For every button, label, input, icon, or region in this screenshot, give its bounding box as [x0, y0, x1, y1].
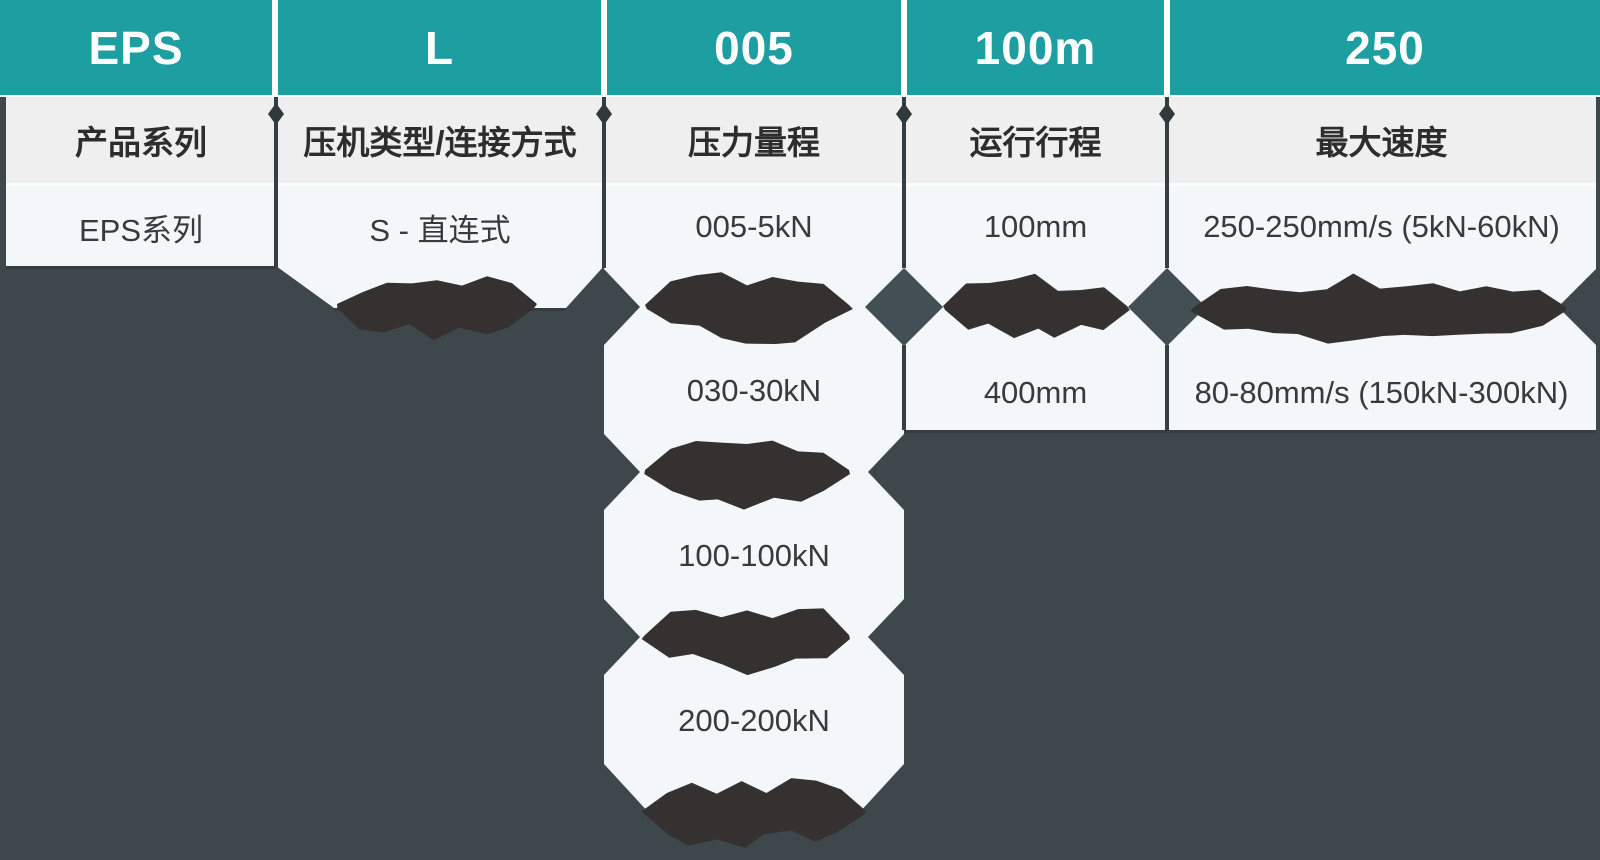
label-series: 产品系列	[6, 97, 276, 183]
value-speed-1-text: 250-250mm/s (5kN-60kN)	[1203, 209, 1560, 244]
column-divider-4-lower	[1165, 345, 1169, 430]
divider-top-diamond-2	[596, 103, 612, 125]
value-force-7-text: 200-200kN	[678, 703, 830, 738]
label-speed-text: 最大速度	[1315, 124, 1448, 161]
value-force-1-text: 005-5kN	[695, 209, 813, 244]
value-force-5: 100-100kN	[604, 517, 904, 595]
redacted-blob-speed-row2	[1190, 273, 1566, 344]
divider-top-diamond-4	[1159, 103, 1175, 125]
code-segment-type-text: L	[424, 21, 455, 74]
column-divider-1	[274, 97, 278, 268]
redacted-blob-type-row2	[337, 276, 537, 341]
column-divider-3-lower	[902, 345, 906, 430]
diamond-connector-stroke-speed	[1128, 268, 1206, 346]
column-strip-type	[276, 186, 604, 308]
redacted-blob-force-row6	[641, 608, 850, 676]
value-speed-3: 80-80mm/s (150kN-300kN)	[1167, 354, 1596, 432]
value-force-3: 030-30kN	[604, 352, 904, 430]
label-series-text: 产品系列	[75, 124, 207, 161]
value-force-5-text: 100-100kN	[678, 538, 830, 573]
value-type-1: S - 直连式	[276, 188, 604, 266]
code-segment-stroke-text: 100m	[974, 21, 1097, 74]
column-strip-series	[6, 186, 276, 266]
column-divider-3	[902, 97, 906, 268]
redacted-blob-stroke-row2	[943, 273, 1130, 339]
label-type: 压机类型/连接方式	[276, 97, 604, 183]
value-stroke-1-text: 100mm	[983, 209, 1088, 244]
value-stroke-3-text: 400mm	[983, 375, 1088, 410]
label-stroke-text: 运行行程	[969, 124, 1102, 161]
divider-top-diamond-3	[896, 103, 912, 125]
label-force: 压力量程	[604, 97, 904, 183]
divider-top-diamond-1	[268, 103, 284, 125]
code-segment-force: 005	[607, 0, 901, 95]
diamond-connector-force-stroke	[865, 268, 943, 346]
value-stroke-1: 100mm	[904, 188, 1167, 266]
code-segment-speed: 250	[1170, 0, 1600, 95]
strip-bottom-edge-series	[6, 266, 276, 269]
strip-bottom-edge-stroke-speed	[904, 430, 1596, 433]
value-force-3-text: 030-30kN	[686, 373, 822, 408]
value-force-7: 200-200kN	[604, 682, 904, 760]
value-force-1: 005-5kN	[604, 188, 904, 266]
redacted-blob-force-row8	[642, 778, 866, 848]
label-speed: 最大速度	[1167, 97, 1596, 183]
column-divider-4	[1165, 97, 1169, 268]
redacted-blob-force-row4	[644, 440, 850, 510]
value-series-1-text: EPS系列	[78, 212, 204, 248]
code-segment-type: L	[278, 0, 601, 95]
value-stroke-3: 400mm	[904, 354, 1167, 432]
value-speed-1: 250-250mm/s (5kN-60kN)	[1167, 188, 1596, 266]
code-segment-stroke: 100m	[907, 0, 1164, 95]
code-segment-series-text: EPS	[88, 21, 184, 74]
code-segment-force-text: 005	[714, 21, 794, 74]
column-divider-2	[602, 97, 606, 268]
value-type-1-text: S - 直连式	[369, 212, 511, 248]
label-stroke: 运行行程	[904, 97, 1167, 183]
redacted-blob-force-row2	[645, 272, 853, 344]
value-series-1: EPS系列	[6, 188, 276, 266]
code-segment-series: EPS	[0, 0, 272, 95]
value-speed-3-text: 80-80mm/s (150kN-300kN)	[1194, 375, 1569, 410]
label-type-text: 压机类型/连接方式	[303, 124, 577, 161]
label-force-text: 压力量程	[688, 124, 820, 161]
label-row-underline	[6, 183, 1596, 186]
code-segment-speed-text: 250	[1345, 21, 1425, 74]
